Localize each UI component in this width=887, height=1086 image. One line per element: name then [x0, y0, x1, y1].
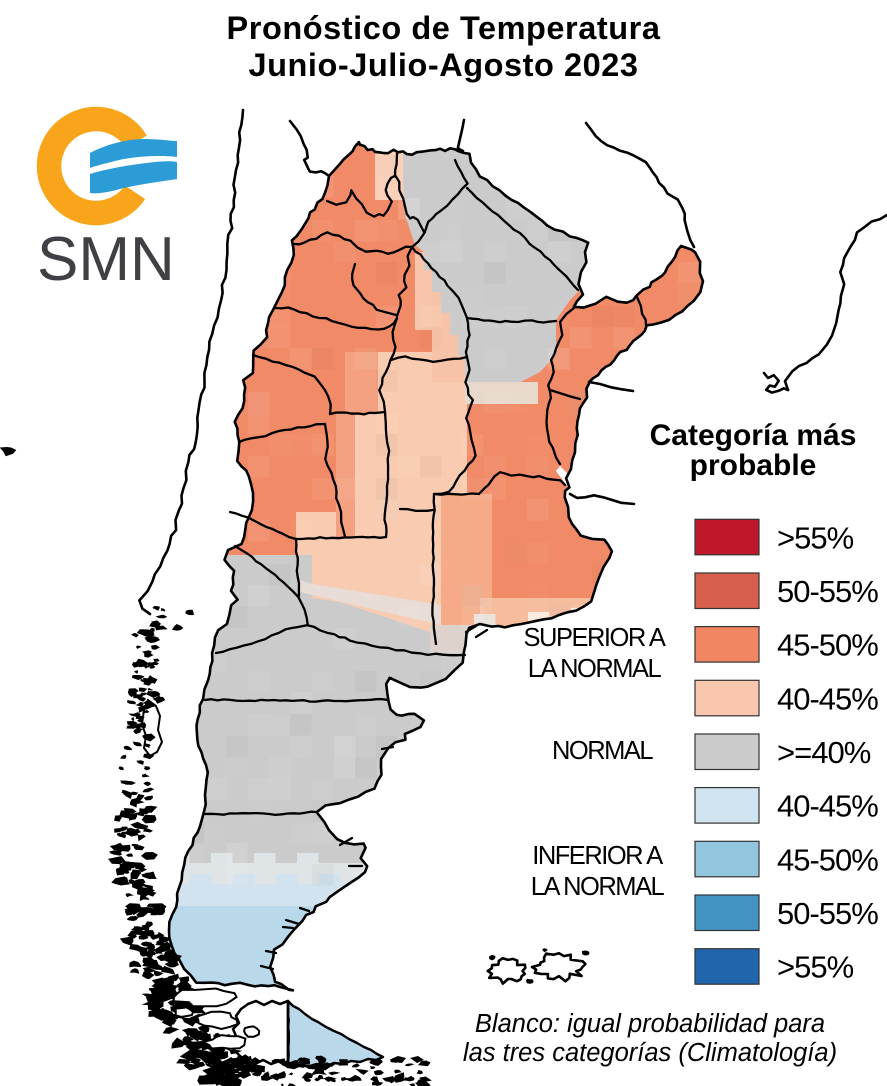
svg-text:40-45%: 40-45%	[777, 681, 878, 716]
svg-text:40-45%: 40-45%	[777, 789, 878, 824]
svg-text:50-55%: 50-55%	[777, 574, 878, 609]
svg-text:45-50%: 45-50%	[777, 842, 878, 877]
svg-text:>55%: >55%	[777, 520, 854, 555]
svg-text:SMN: SMN	[37, 225, 175, 290]
svg-text:>55%: >55%	[777, 950, 854, 985]
svg-text:50-55%: 50-55%	[777, 896, 878, 931]
svg-text:45-50%: 45-50%	[777, 628, 878, 663]
svg-text:>=40%: >=40%	[777, 735, 871, 770]
